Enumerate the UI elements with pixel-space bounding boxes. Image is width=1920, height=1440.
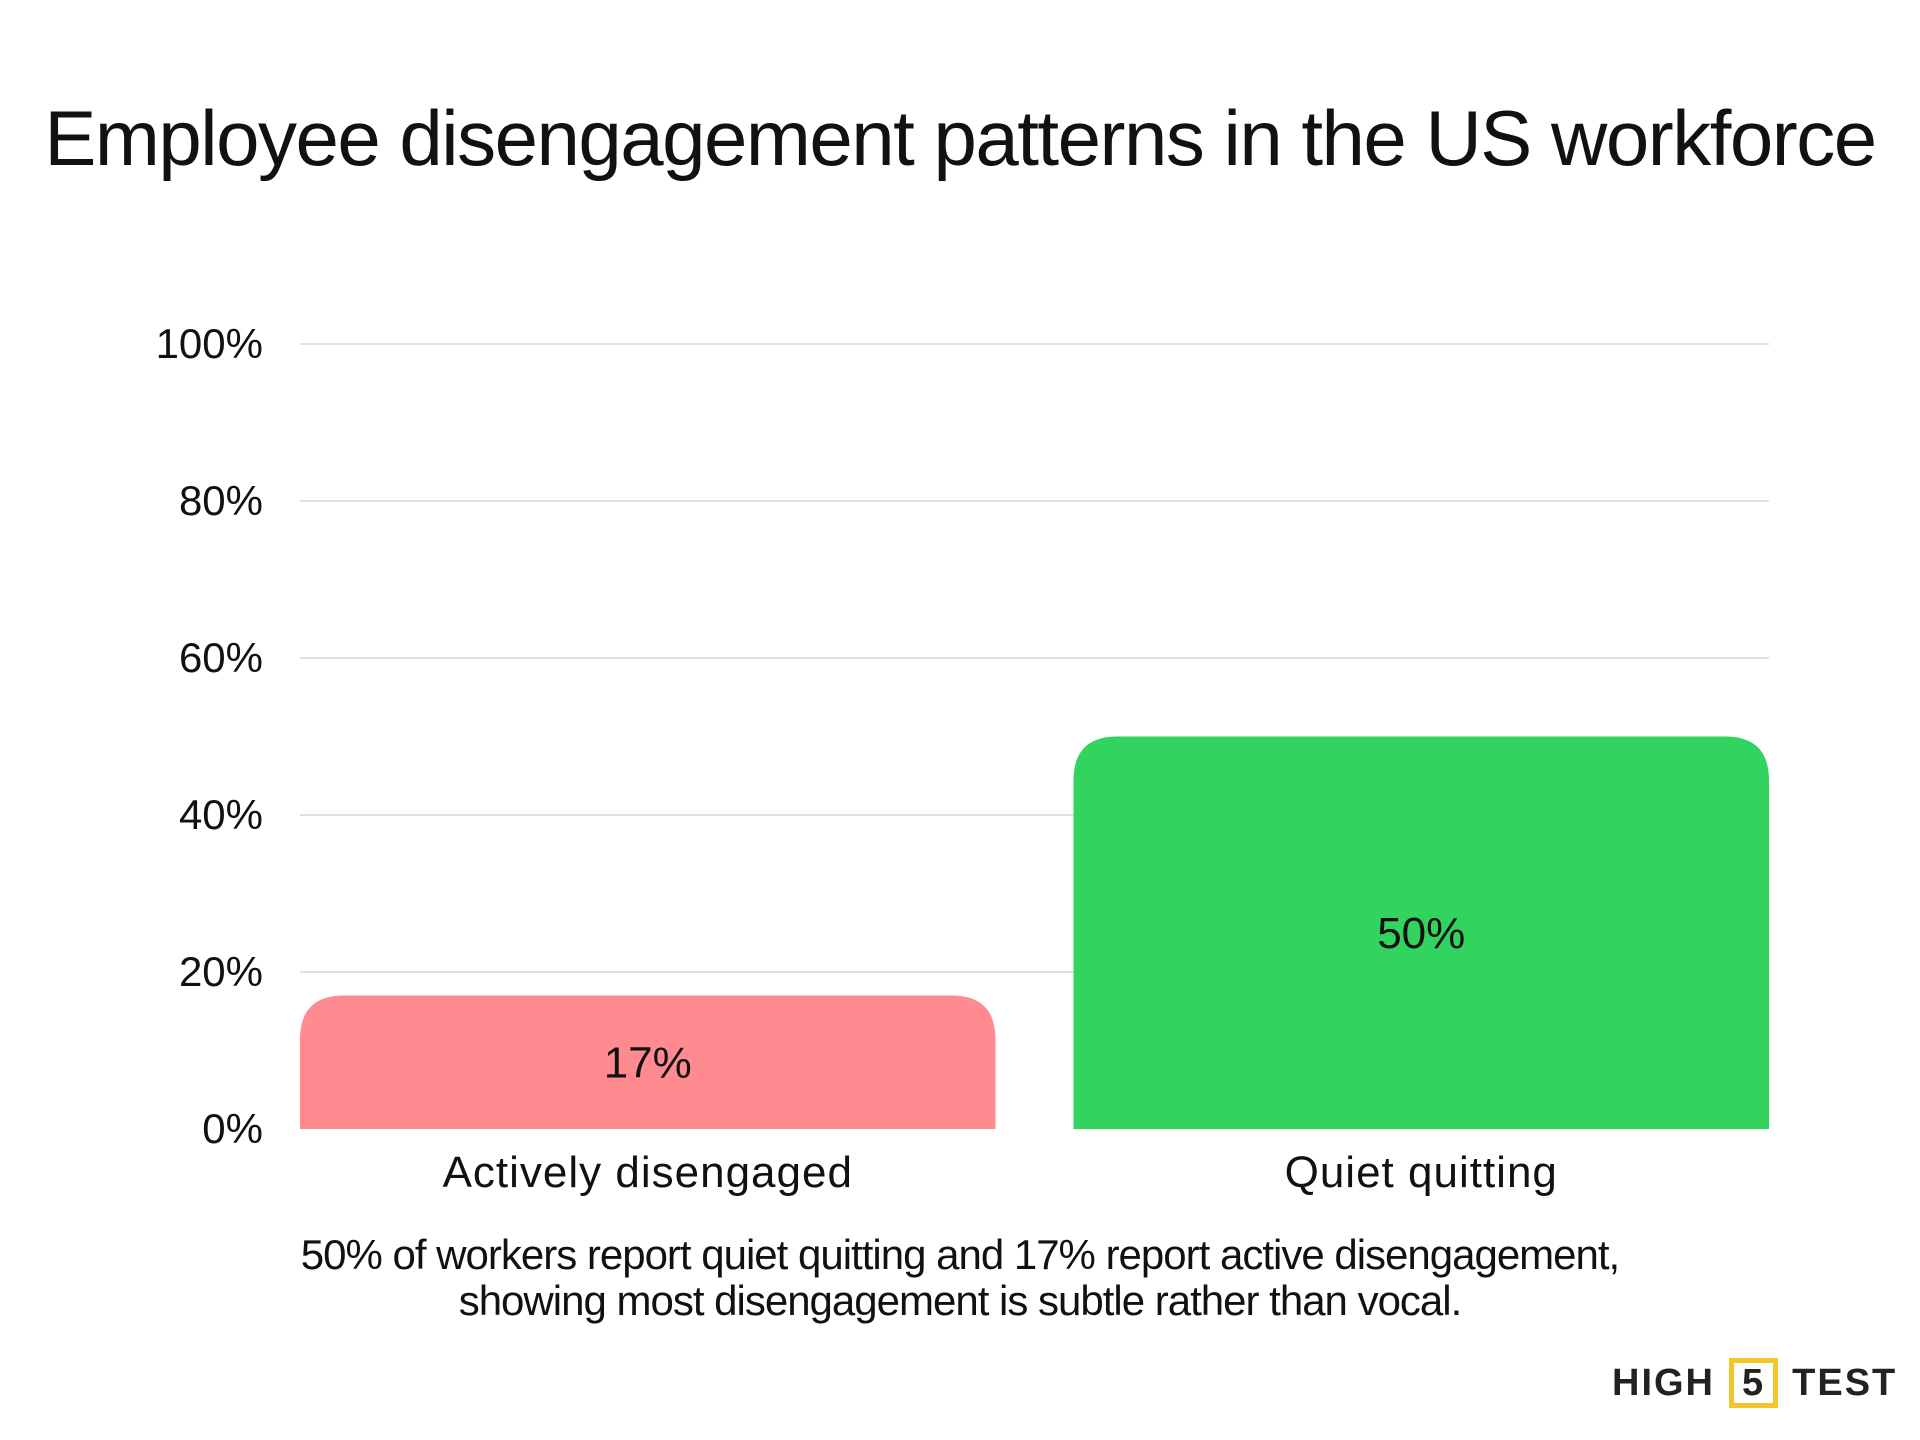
- y-tick-label: 0%: [202, 1105, 263, 1152]
- caption-line-2: showing most disengagement is subtle rat…: [458, 1277, 1463, 1324]
- bar-value-label: 17%: [604, 1038, 692, 1087]
- y-tick-label: 40%: [179, 791, 263, 838]
- y-tick-label: 100%: [156, 320, 263, 367]
- y-tick-label: 20%: [179, 948, 263, 995]
- logo-text-left: HIGH: [1612, 1361, 1715, 1404]
- x-category-label: Quiet quitting: [1285, 1148, 1558, 1197]
- bar: [300, 995, 996, 1129]
- chart-title: Employee disengagement patterns in the U…: [44, 94, 1877, 182]
- x-category-label: Actively disengaged: [443, 1148, 853, 1197]
- chart-caption: 50% of workers report quiet quitting and…: [0, 1232, 1920, 1324]
- y-tick-label: 80%: [179, 477, 263, 524]
- caption-line-1: 50% of workers report quiet quitting and…: [300, 1231, 1620, 1278]
- logo-box: 5: [1729, 1358, 1779, 1408]
- high5test-logo: HIGH 5 TEST: [1612, 1358, 1897, 1408]
- bar-value-label: 50%: [1377, 909, 1465, 958]
- bar: [1073, 736, 1769, 1129]
- logo-text-right: TEST: [1792, 1361, 1898, 1404]
- y-tick-label: 60%: [179, 634, 263, 681]
